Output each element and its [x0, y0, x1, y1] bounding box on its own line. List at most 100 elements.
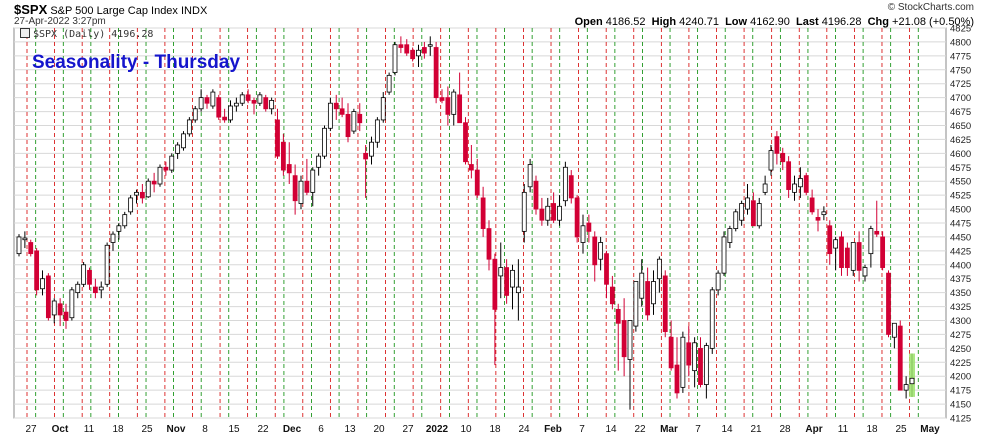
candle-body [333, 102, 339, 110]
candle-body [592, 236, 598, 266]
candle-body [298, 180, 304, 204]
candle-body [492, 258, 498, 310]
candle-body [34, 250, 40, 291]
candle-body [709, 289, 715, 349]
candle-body [322, 127, 327, 157]
candle-body [445, 97, 451, 115]
x-tick-label: 25 [895, 424, 907, 435]
candle-body [515, 286, 521, 294]
candle-body [16, 236, 22, 255]
candle-body [439, 97, 445, 101]
candle-body [891, 322, 897, 338]
candle-body [733, 211, 739, 229]
candle-body [768, 150, 774, 171]
candle-body [233, 102, 239, 107]
x-tick-label: 14 [721, 424, 733, 435]
candle-body [909, 377, 915, 385]
candle-body [427, 44, 433, 47]
candle-body [756, 203, 762, 227]
candle-body [750, 200, 756, 227]
candle-body [28, 242, 34, 255]
y-tick-label: 4375 [950, 274, 971, 285]
candle-body [668, 336, 674, 369]
candle-body [686, 342, 692, 366]
x-tick-label: 22 [257, 424, 269, 435]
y-tick-label: 4325 [950, 302, 971, 313]
candle-body [774, 136, 780, 154]
y-tick-label: 4125 [950, 414, 971, 425]
ohlc-readout: Open 4186.52 High 4240.71 Low 4162.90 La… [575, 16, 974, 28]
candle-body [239, 94, 245, 104]
legend-text: $SPX (Daily) 4196.28 [33, 29, 154, 40]
candle-body [304, 180, 310, 193]
candle-body [562, 166, 568, 202]
candle-body [128, 197, 134, 213]
candle-body [228, 105, 233, 121]
candle-body [122, 214, 128, 227]
candle-body [104, 244, 110, 285]
candle-body [627, 320, 633, 360]
y-tick-label: 4650 [950, 121, 971, 132]
x-tick-label: 2022 [426, 424, 449, 435]
candle-body [416, 49, 421, 57]
y-tick-label: 4300 [950, 316, 971, 327]
y-tick-label: 4575 [950, 163, 971, 174]
x-tick-label: 13 [344, 424, 356, 435]
open-label: Open [574, 16, 603, 28]
candle-body [75, 283, 81, 294]
candle-body [786, 161, 792, 190]
candle-body [45, 275, 51, 319]
candle-body [269, 100, 275, 110]
candle-body [533, 180, 539, 210]
x-tick-label: 25 [141, 424, 153, 435]
chart-header-left: $SPX S&P 500 Large Cap Index INDX [14, 2, 207, 17]
candle-body [286, 164, 292, 174]
open-value: 4186.52 [605, 16, 646, 28]
candle-body [380, 97, 386, 121]
y-tick-label: 4725 [950, 79, 971, 90]
exchange-label: INDX [181, 5, 208, 17]
high-label: High [651, 16, 677, 28]
candle-body [521, 191, 527, 232]
candle-body [51, 300, 57, 316]
candle-body [263, 97, 269, 110]
candle-body [192, 108, 198, 121]
candle-body [897, 325, 903, 391]
candle-body [680, 336, 686, 388]
chg-label: Chg [867, 16, 889, 28]
candle-body [833, 239, 839, 249]
candle-body [351, 111, 357, 132]
candle-body [703, 345, 709, 385]
last-label: Last [796, 16, 819, 28]
candle-body [345, 113, 351, 138]
candle-body [874, 230, 880, 235]
candle-body [568, 175, 574, 199]
candle-body [139, 191, 145, 199]
candle-body [116, 225, 122, 232]
candle-body [839, 236, 844, 268]
candle-body [457, 94, 463, 124]
candle-body [63, 311, 69, 321]
candle-body [645, 281, 651, 316]
candle-body [474, 169, 480, 196]
candle-body [257, 94, 263, 104]
candle-body [204, 97, 210, 104]
candle-body [633, 281, 639, 327]
x-tick-label: 11 [838, 424, 849, 435]
candle-body [339, 108, 345, 115]
candle-body [809, 197, 815, 213]
candle-body [862, 267, 868, 277]
x-tick-label: Apr [805, 424, 822, 435]
y-tick-label: 4500 [950, 205, 971, 216]
y-tick-label: 4825 [950, 24, 971, 35]
y-tick-label: 4550 [950, 177, 971, 188]
candle-body [803, 175, 809, 193]
y-tick-label: 4475 [950, 219, 971, 230]
candle-body [604, 253, 609, 285]
candle-body [527, 164, 533, 188]
x-tick-label: 11 [84, 424, 95, 435]
candle-body [856, 242, 862, 271]
candle-body [392, 44, 398, 73]
candle-body [151, 180, 157, 185]
